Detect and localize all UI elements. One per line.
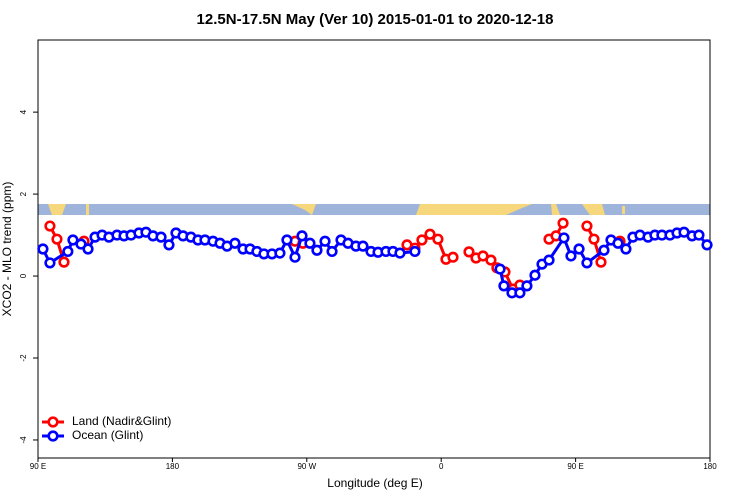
legend-marker bbox=[47, 430, 59, 442]
data-point bbox=[319, 235, 331, 247]
data-point bbox=[155, 231, 167, 243]
data-point bbox=[44, 220, 56, 232]
x-tick-label: 90 E bbox=[567, 462, 583, 471]
data-point bbox=[416, 234, 428, 246]
y-tick-label: -4 bbox=[19, 436, 28, 444]
data-point bbox=[229, 237, 241, 249]
data-point bbox=[521, 280, 533, 292]
data-point bbox=[543, 254, 555, 266]
land-patch bbox=[551, 204, 560, 215]
y-tick-label: 2 bbox=[19, 191, 28, 196]
data-point bbox=[565, 250, 577, 262]
data-point bbox=[558, 232, 570, 244]
data-point bbox=[62, 245, 74, 258]
data-point bbox=[274, 247, 286, 259]
ocean-strip bbox=[38, 204, 710, 215]
x-axis-label: Longitude (deg E) bbox=[327, 476, 422, 490]
data-point bbox=[394, 247, 406, 259]
chart-title: 12.5N-17.5N May (Ver 10) 2015-01-01 to 2… bbox=[197, 11, 554, 28]
x-tick-label: 90 E bbox=[30, 462, 46, 471]
data-point bbox=[424, 228, 436, 240]
data-point bbox=[588, 233, 600, 245]
data-point bbox=[595, 256, 607, 268]
data-point bbox=[44, 257, 56, 269]
data-point bbox=[529, 269, 541, 281]
data-point bbox=[311, 244, 323, 256]
data-point bbox=[498, 280, 510, 292]
data-point bbox=[289, 251, 301, 263]
data-point bbox=[514, 287, 526, 299]
x-tick-label: 90 W bbox=[297, 462, 316, 471]
legend-marker bbox=[47, 416, 59, 428]
data-point bbox=[82, 243, 94, 255]
data-point bbox=[494, 263, 506, 275]
land-patch bbox=[622, 206, 625, 214]
data-point bbox=[573, 243, 585, 255]
land-patch bbox=[292, 204, 316, 215]
y-axis-label: XCO2 - MLO trend (ppm) bbox=[0, 182, 14, 317]
data-point bbox=[557, 217, 569, 229]
data-point bbox=[296, 230, 308, 242]
data-point bbox=[357, 240, 369, 252]
y-tick-label: 0 bbox=[19, 273, 28, 278]
land-patch bbox=[48, 204, 66, 215]
data-point bbox=[37, 243, 49, 255]
data-point bbox=[281, 234, 293, 246]
data-point bbox=[581, 220, 593, 232]
legend-label: Ocean (Glint) bbox=[72, 428, 143, 442]
data-point bbox=[693, 229, 705, 241]
data-point bbox=[620, 243, 632, 255]
data-point bbox=[485, 254, 497, 266]
data-point bbox=[463, 246, 475, 258]
data-point bbox=[163, 239, 175, 251]
y-tick-label: -2 bbox=[19, 354, 28, 362]
x-tick-label: 180 bbox=[703, 462, 717, 471]
data-point bbox=[326, 245, 338, 258]
data-point bbox=[51, 233, 63, 245]
y-tick-label: 4 bbox=[19, 109, 28, 114]
data-point bbox=[701, 239, 713, 251]
data-point bbox=[612, 237, 624, 249]
data-point bbox=[58, 256, 70, 268]
x-tick-label: 180 bbox=[166, 462, 180, 471]
x-tick-label: 0 bbox=[439, 462, 444, 471]
legend-label: Land (Nadir&Glint) bbox=[72, 414, 171, 428]
land-patch bbox=[582, 204, 605, 215]
data-point bbox=[447, 251, 459, 263]
data-point bbox=[432, 233, 444, 245]
map-strip bbox=[38, 204, 710, 215]
data-point bbox=[409, 245, 421, 258]
data-point bbox=[304, 237, 316, 249]
data-point bbox=[598, 244, 610, 256]
land-patch bbox=[416, 204, 532, 215]
data-point bbox=[581, 257, 593, 269]
land-patch bbox=[86, 204, 89, 215]
data-point bbox=[75, 238, 87, 250]
